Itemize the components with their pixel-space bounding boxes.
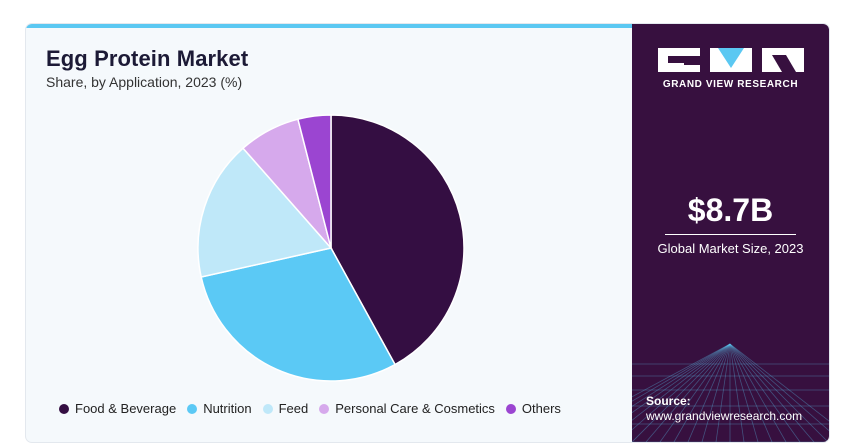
legend-label: Feed bbox=[278, 401, 309, 416]
chart-subtitle: Share, by Application, 2023 (%) bbox=[46, 74, 243, 90]
legend-label: Personal Care & Cosmetics bbox=[335, 401, 495, 416]
pie-slice-food-beverage[interactable] bbox=[330, 114, 465, 366]
market-size-label: Global Market Size, 2023 bbox=[657, 241, 804, 256]
chart-legend: Food & Beverage Nutrition Feed Personal Car… bbox=[59, 401, 572, 416]
accent-bar bbox=[26, 24, 632, 28]
legend-swatch bbox=[319, 403, 330, 414]
chart-card: Egg Protein Market Share, by Application… bbox=[26, 24, 829, 442]
chart-panel: Egg Protein Market Share, by Application… bbox=[26, 24, 632, 442]
legend-swatch bbox=[187, 403, 198, 414]
legend-label: Food & Beverage bbox=[75, 401, 177, 416]
legend-item-feed[interactable]: Feed bbox=[262, 401, 309, 416]
legend-item-others[interactable]: Others bbox=[505, 401, 561, 416]
legend-item-nutrition[interactable]: Nutrition bbox=[187, 401, 252, 416]
market-size-value: $8.7B bbox=[687, 192, 774, 228]
source-note: Source: www.grandviewresearch.com bbox=[646, 394, 802, 424]
pie-slice-others[interactable] bbox=[297, 114, 332, 249]
legend-item-personal-care-cosmetics[interactable]: Personal Care & Cosmetics bbox=[319, 401, 495, 416]
source-label: Source: bbox=[646, 394, 691, 408]
legend-item-food-beverage[interactable]: Food & Beverage bbox=[59, 401, 176, 416]
grid-decoration bbox=[632, 343, 829, 442]
grand-view-research-logo bbox=[658, 48, 804, 72]
legend-label: Nutrition bbox=[203, 401, 252, 416]
brand-name: GRAND VIEW RESEARCH bbox=[662, 79, 799, 90]
divider bbox=[665, 234, 796, 235]
source-url[interactable]: www.grandviewresearch.com bbox=[646, 409, 803, 423]
pie-slice-nutrition[interactable] bbox=[200, 247, 397, 382]
legend-swatch bbox=[262, 403, 273, 414]
pie-chart bbox=[197, 114, 465, 382]
legend-label: Others bbox=[521, 401, 561, 416]
legend-swatch bbox=[505, 403, 516, 414]
pie-slice-feed[interactable] bbox=[197, 147, 333, 278]
info-sidebar: GRAND VIEW RESEARCH $8.7B Global Market … bbox=[632, 24, 829, 442]
legend-swatch bbox=[59, 403, 69, 414]
chart-title: Egg Protein Market bbox=[46, 46, 249, 71]
